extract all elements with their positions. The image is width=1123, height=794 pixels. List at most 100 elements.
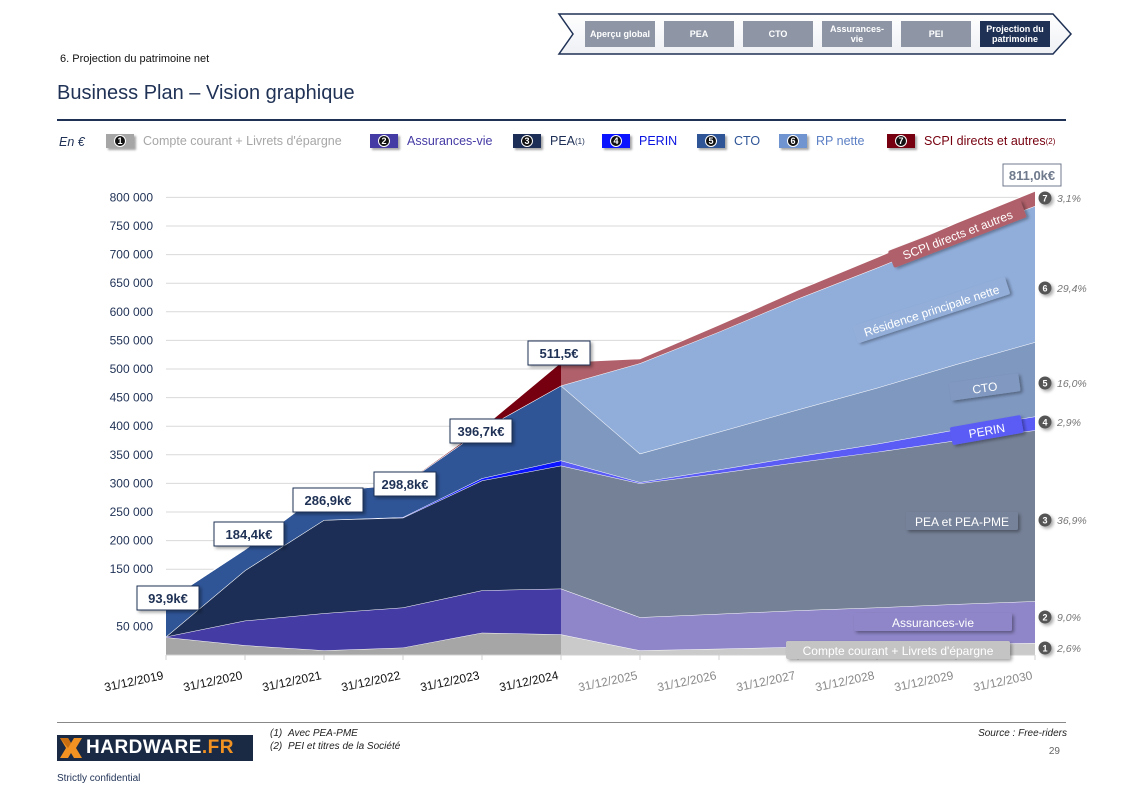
x-tick-label: 31/12/2024 bbox=[498, 668, 560, 694]
y-tick-label: 650 000 bbox=[110, 276, 154, 290]
share-number: 4 bbox=[1042, 418, 1047, 428]
legend-swatch: 4 bbox=[602, 134, 630, 148]
area-label-cto: CTO bbox=[949, 373, 1021, 401]
area-label-av: Assurances-vie bbox=[854, 613, 1012, 631]
area-label-text: Assurances-vie bbox=[892, 616, 974, 630]
title-divider bbox=[57, 119, 1066, 121]
area-label-background bbox=[854, 613, 1012, 631]
x-tick-label: 31/12/2021 bbox=[261, 668, 323, 694]
y-tick-label: 450 000 bbox=[110, 391, 154, 405]
legend-label: PERIN bbox=[639, 134, 678, 148]
y-tick-label: 300 000 bbox=[110, 476, 154, 490]
legend-label: Compte courant + Livrets d'épargne bbox=[143, 134, 342, 148]
footnote-1: (1) Avec PEA-PME bbox=[270, 728, 358, 739]
total-label-box bbox=[292, 487, 364, 513]
logo-text: HARDWARE.FR bbox=[86, 737, 234, 758]
share-percent: 2,9% bbox=[1056, 417, 1081, 429]
legend-item-5: 5 CTO bbox=[697, 134, 760, 148]
legend-swatch: 1 bbox=[106, 134, 134, 148]
x-tick-label: 31/12/2020 bbox=[182, 668, 244, 694]
total-label-box bbox=[373, 471, 437, 497]
total-value-label: 184,4k€ bbox=[226, 527, 273, 542]
share-number: 5 bbox=[1042, 379, 1047, 389]
number-badge-icon: 4 bbox=[610, 135, 622, 147]
legend-label: Assurances-vie bbox=[407, 134, 493, 148]
x-tick-label: 31/12/2030 bbox=[972, 668, 1034, 694]
area-label-background bbox=[888, 200, 1027, 268]
number-badge-icon: 1 bbox=[114, 135, 126, 147]
legend-swatch: 2 bbox=[370, 134, 398, 148]
x-tick-label: 31/12/2028 bbox=[814, 668, 876, 694]
total-value-label: 93,9k€ bbox=[148, 591, 188, 606]
nav-tab-5[interactable]: PEI bbox=[901, 21, 971, 47]
share-percent: 16,0% bbox=[1057, 378, 1087, 390]
y-tick-label: 400 000 bbox=[110, 419, 154, 433]
area-label-background bbox=[853, 277, 1010, 343]
chart-legend: En € 1 Compte courant + Livrets d'épargne… bbox=[57, 134, 1077, 152]
legend-label: RP nette bbox=[816, 134, 865, 148]
nav-tab-3[interactable]: CTO bbox=[743, 21, 813, 47]
y-tick-label: 250 000 bbox=[110, 505, 154, 519]
number-badge-icon: 5 bbox=[705, 135, 717, 147]
area-historical-2 bbox=[166, 588, 561, 651]
share-percent: 3,1% bbox=[1057, 193, 1081, 205]
x-tick-label: 31/12/2026 bbox=[656, 668, 718, 694]
nav-tab-6[interactable]: Projection du patrimoine bbox=[980, 21, 1050, 47]
share-number: 2 bbox=[1042, 613, 1047, 623]
nav-tab-1[interactable]: Aperçu global bbox=[585, 21, 655, 47]
y-tick-label: 800 000 bbox=[110, 190, 154, 204]
number-badge-icon: 6 bbox=[787, 135, 799, 147]
share-number: 7 bbox=[1042, 194, 1047, 204]
legend-swatch: 7 bbox=[887, 134, 915, 148]
x-tick-label: 31/12/2019 bbox=[103, 668, 165, 694]
final-total-box bbox=[1002, 163, 1062, 187]
legend-item-7: 7 SCPI directs et autres (2) bbox=[887, 134, 1055, 148]
number-badge-icon: 2 bbox=[378, 135, 390, 147]
total-value-label: 286,9k€ bbox=[305, 493, 352, 508]
unit-label: En € bbox=[59, 135, 85, 149]
area-historical-3 bbox=[166, 465, 561, 637]
footnote-2: (2) PEI et titres de la Société bbox=[270, 741, 401, 752]
area-label-perin: PERIN bbox=[949, 415, 1024, 445]
legend-label: CTO bbox=[734, 134, 761, 148]
final-total-label: 811,0k€ bbox=[1009, 168, 1055, 183]
y-tick-label: 750 000 bbox=[110, 219, 154, 233]
number-badge-icon: 3 bbox=[521, 135, 533, 147]
confidentiality-notice: Strictly confidential bbox=[57, 773, 141, 784]
footer-divider bbox=[57, 722, 1066, 723]
x-tick-label: 31/12/2025 bbox=[577, 668, 639, 694]
y-tick-label: 200 000 bbox=[110, 534, 154, 548]
y-tick-label: 500 000 bbox=[110, 362, 154, 376]
total-label-box bbox=[527, 340, 591, 366]
area-projection-3 bbox=[561, 430, 1035, 618]
y-tick-label: 550 000 bbox=[110, 333, 154, 347]
x-tick-label: 31/12/2022 bbox=[340, 668, 402, 694]
area-label-background bbox=[949, 415, 1024, 445]
y-tick-label: 50 000 bbox=[116, 619, 153, 633]
share-percent: 29,4% bbox=[1056, 283, 1087, 295]
legend-item-1: 1 Compte courant + Livrets d'épargne bbox=[106, 134, 342, 148]
area-label-text: PEA et PEA-PME bbox=[915, 515, 1009, 529]
nav-tab-2[interactable]: PEA bbox=[664, 21, 734, 47]
share-number: 6 bbox=[1042, 284, 1047, 294]
legend-swatch: 5 bbox=[697, 134, 725, 148]
series-edge-line bbox=[165, 362, 562, 602]
area-label-pea: PEA et PEA-PME bbox=[906, 512, 1018, 530]
area-label-cc: Compte courant + Livrets d'épargne bbox=[786, 641, 1010, 659]
legend-swatch: 6 bbox=[779, 134, 807, 148]
y-tick-label: 700 000 bbox=[110, 248, 154, 262]
legend-label: SCPI directs et autres bbox=[924, 134, 1046, 148]
stacked-area-chart: 50 000 150 000 200 000 250 000 300 000 350 00… bbox=[103, 163, 1087, 694]
total-value-label: 511,5€ bbox=[539, 346, 578, 361]
area-projection-5 bbox=[561, 342, 1035, 483]
total-label-box bbox=[449, 418, 513, 444]
total-label-box bbox=[136, 585, 200, 611]
area-label-background bbox=[949, 373, 1021, 401]
source-note: Source : Free-riders bbox=[978, 728, 1067, 739]
share-number: 3 bbox=[1042, 516, 1047, 526]
nav-tab-4[interactable]: Assurances-vie bbox=[822, 21, 892, 47]
section-navigator: Aperçu global PEA CTO Assurances-vie PEI Proj… bbox=[557, 12, 1073, 56]
legend-label: PEA bbox=[550, 134, 576, 148]
total-value-label: 396,7k€ bbox=[458, 424, 505, 439]
section-heading: 6. Projection du patrimoine net bbox=[60, 53, 210, 65]
